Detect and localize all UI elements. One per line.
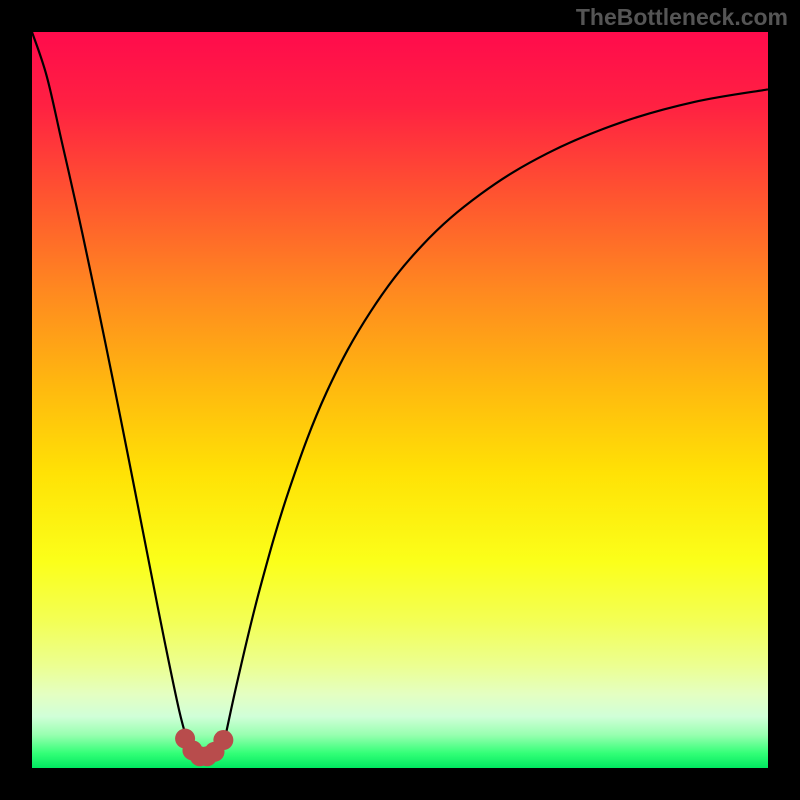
trough-markers <box>175 729 233 767</box>
plot-area <box>32 32 768 768</box>
chart-root: TheBottleneck.com <box>0 0 800 800</box>
chart-curves-layer <box>32 32 768 768</box>
attribution-text: TheBottleneck.com <box>576 4 788 31</box>
curve-right-branch <box>223 89 768 746</box>
curve-left-branch <box>32 32 189 746</box>
trough-marker <box>213 730 233 750</box>
